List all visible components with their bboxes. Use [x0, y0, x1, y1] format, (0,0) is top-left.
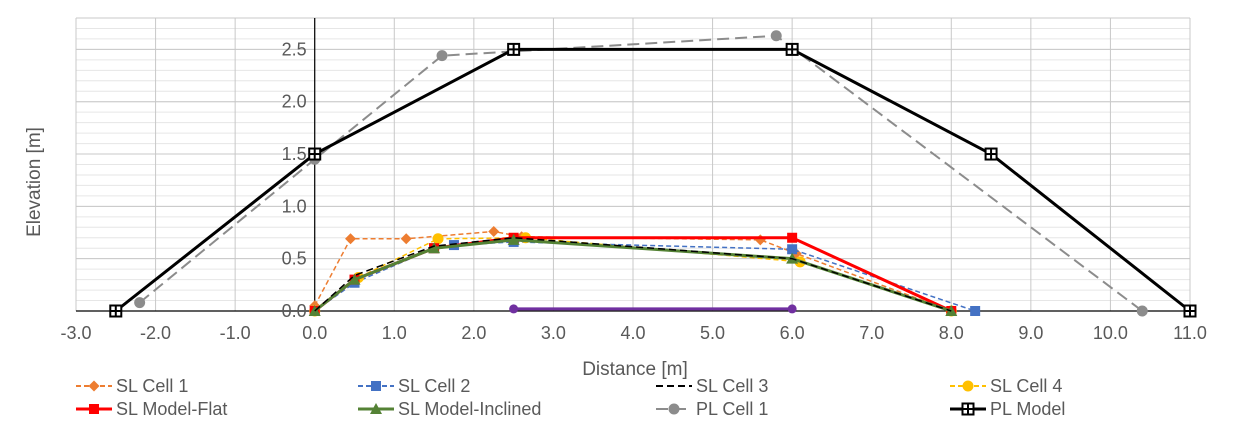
legend-label: SL Cell 2 — [398, 376, 470, 396]
legend-label: PL Model — [990, 399, 1065, 419]
legend-label: SL Model-Inclined — [398, 399, 541, 419]
data-point-pl-model — [507, 42, 521, 56]
data-point-sl-model-inclined — [507, 233, 520, 245]
x-tick-label: 3.0 — [541, 323, 566, 343]
legend-item-sl-cell-1: SL Cell 1 — [76, 376, 188, 396]
legend-label: SL Cell 4 — [990, 376, 1062, 396]
x-tick-label: -3.0 — [60, 323, 91, 343]
annotation-point — [787, 304, 797, 314]
y-tick-label: 0.5 — [282, 249, 307, 269]
data-point-sl-cell-1 — [488, 225, 500, 237]
y-axis-title: Elevation [m] — [24, 127, 45, 237]
legend-swatch-marker — [88, 380, 100, 392]
data-point-sl-cell-2 — [970, 306, 981, 316]
legend-swatch-marker — [961, 402, 975, 416]
data-point-pl-model — [984, 147, 998, 161]
series-line-sl-cell-3 — [314, 237, 952, 312]
data-point-pl-model — [109, 304, 123, 318]
series-sl-cell-3 — [314, 237, 952, 312]
legend-swatch-marker — [370, 403, 382, 414]
legend-swatch-marker — [962, 380, 974, 392]
data-point-pl-model — [1183, 304, 1197, 318]
series-line-sl-model-inclined — [313, 238, 952, 313]
y-tick-label: 0.0 — [282, 301, 307, 321]
x-tick-label: 1.0 — [382, 323, 407, 343]
legend-item-sl-cell-3: SL Cell 3 — [656, 376, 768, 396]
x-tick-label: 11.0 — [1173, 323, 1207, 343]
x-axis-title: Distance [m] — [582, 359, 688, 380]
x-tick-label: 6.0 — [780, 323, 805, 343]
grid — [75, 17, 1191, 312]
data-point-pl-cell-1 — [1136, 305, 1148, 317]
legend-swatch-marker — [371, 381, 381, 391]
data-point-pl-cell-1 — [134, 297, 146, 309]
data-point-sl-cell-1 — [345, 233, 357, 245]
data-point-sl-model-inclined — [428, 242, 441, 254]
legend-swatch-marker — [89, 404, 99, 414]
data-point-pl-cell-1 — [770, 30, 782, 42]
data-point-sl-model-flat — [787, 232, 798, 243]
annotation-point — [509, 304, 519, 314]
y-tick-label: 2.5 — [282, 39, 307, 59]
legend-swatch-marker — [668, 403, 680, 415]
legend-label: PL Cell 1 — [696, 399, 768, 419]
legend-item-sl-model-inclined: SL Model-Inclined — [358, 399, 541, 419]
data-point-sl-model-inclined — [348, 273, 361, 285]
legend-label: SL Model-Flat — [116, 399, 227, 419]
x-tick-label: 7.0 — [859, 323, 884, 343]
series-layer — [109, 30, 1197, 318]
x-tick-label: -2.0 — [140, 323, 171, 343]
legend-item-sl-cell-4: SL Cell 4 — [950, 376, 1062, 396]
legend: SL Cell 1 SL Cell 2 SL Cell 3 SL Cell 4 SL M… — [76, 376, 1065, 419]
legend-item-pl-cell-1: PL Cell 1 — [656, 399, 768, 419]
legend-item-sl-model-flat: SL Model-Flat — [76, 399, 227, 419]
x-tick-label: 9.0 — [1018, 323, 1043, 343]
y-tick-label: 2.0 — [282, 92, 307, 112]
x-tick-label: -1.0 — [220, 323, 251, 343]
data-point-pl-model — [785, 42, 799, 56]
series-line-sl-cell-4 — [314, 237, 952, 312]
y-tick-label: 1.0 — [282, 196, 307, 216]
legend-item-pl-model: PL Model — [950, 399, 1065, 419]
series-line-pl-model — [114, 47, 1191, 313]
series-line-pl-cell-1 — [139, 34, 1143, 312]
legend-label: SL Cell 3 — [696, 376, 768, 396]
series-pl-cell-1 — [134, 30, 1148, 317]
series-line-sl-cell-1 — [314, 230, 952, 312]
series-pl-model — [109, 42, 1197, 318]
y-tick-label: 1.5 — [282, 144, 307, 164]
x-tick-label: 2.0 — [461, 323, 486, 343]
data-point-sl-cell-2 — [787, 244, 798, 255]
x-tick-label: 5.0 — [700, 323, 725, 343]
x-tick-label: 4.0 — [620, 323, 645, 343]
data-point-sl-cell-1 — [754, 234, 766, 246]
x-tick-label: 10.0 — [1093, 323, 1128, 343]
data-point-sl-cell-4 — [432, 233, 444, 245]
data-point-pl-model — [308, 147, 322, 161]
x-tick-label: 8.0 — [939, 323, 964, 343]
legend-item-sl-cell-2: SL Cell 2 — [358, 376, 470, 396]
tick-labels: -3.0 -2.0 -1.0 0.0 1.0 2.0 3.0 4.0 5.0 6.0 7.0 8.0 9… — [60, 39, 1206, 343]
data-point-sl-cell-1 — [400, 233, 412, 245]
legend-label: SL Cell 1 — [116, 376, 188, 396]
x-tick-label: 0.0 — [302, 323, 327, 343]
data-point-pl-cell-1 — [436, 50, 448, 62]
annotation-line-group — [509, 304, 797, 314]
